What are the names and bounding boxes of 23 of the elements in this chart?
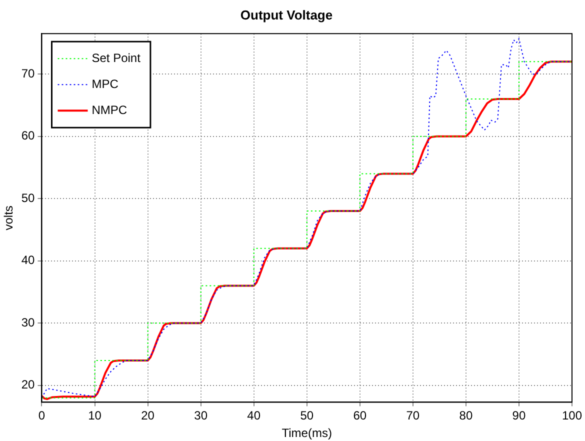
legend-label: NMPC	[92, 102, 128, 117]
x-tick-label: 20	[141, 408, 155, 423]
x-tick-label: 60	[353, 408, 367, 423]
x-tick-label: 70	[406, 408, 420, 423]
x-tick-label: 100	[562, 408, 582, 423]
y-tick-label: 60	[21, 128, 36, 143]
x-tick-label: 10	[88, 408, 102, 423]
y-tick-label: 70	[21, 66, 36, 80]
y-tick-label: 40	[21, 253, 36, 268]
x-tick-label: 40	[247, 408, 261, 423]
legend-label: Set Point	[92, 50, 142, 65]
x-tick-label: 30	[194, 408, 208, 423]
y-tick-label: 50	[21, 190, 36, 205]
x-tick-label: 90	[512, 408, 526, 423]
y-tick-label: 30	[21, 315, 36, 330]
legend-label: MPC	[92, 76, 119, 91]
y-tick-label: 20	[21, 378, 36, 392]
y-axis-title: volts	[2, 206, 16, 230]
x-tick-label: 50	[300, 408, 314, 423]
x-tick-label: 80	[459, 408, 473, 423]
x-tick-label: 0	[38, 408, 46, 423]
chart-title: Output Voltage	[240, 7, 333, 22]
x-axis-title: Time(ms)	[282, 426, 332, 440]
